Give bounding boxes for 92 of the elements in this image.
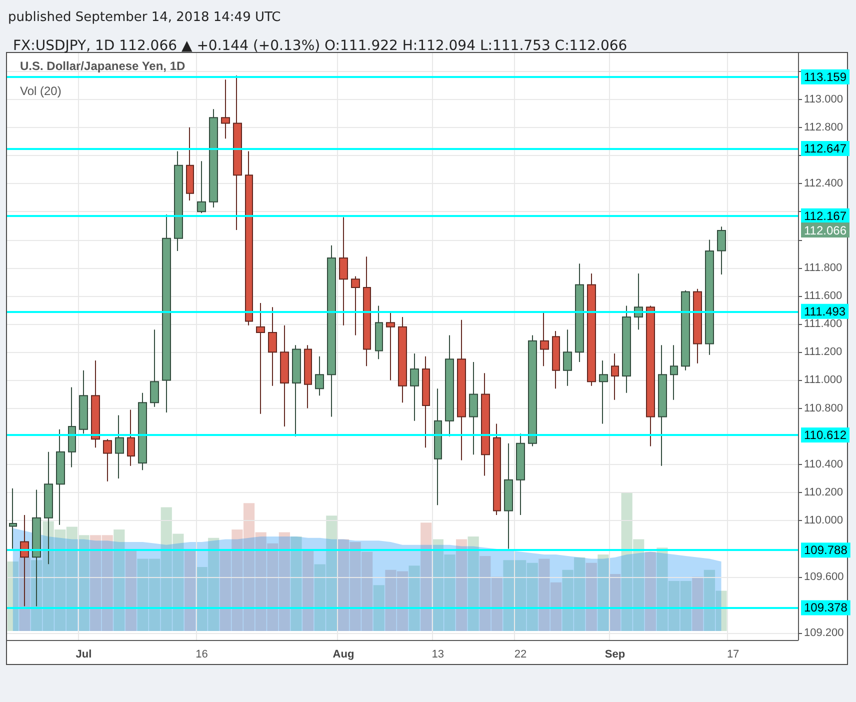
y-tick-label: 113.000 [804, 93, 843, 106]
y-tick-label: 112.400 [804, 178, 843, 190]
candlestick [32, 489, 41, 607]
candlestick [575, 263, 584, 362]
candlestick [599, 360, 608, 424]
candlestick [422, 356, 430, 448]
candlestick [127, 409, 135, 466]
candlestick [56, 428, 65, 526]
candlestick [386, 312, 395, 381]
candlestick [115, 414, 124, 480]
y-tick-label: 110.200 [804, 486, 843, 499]
candlestick [434, 388, 442, 506]
y-tick-label: 112.800 [804, 121, 843, 134]
x-tick-label: Sep [604, 648, 626, 660]
candlestick [540, 312, 549, 367]
candlestick [552, 330, 560, 390]
y-tick-label: 111.200 [804, 346, 842, 358]
candlestick [410, 353, 419, 422]
candlestick [327, 244, 336, 418]
candlestick [375, 305, 383, 360]
ref-line-label: 109.378 [804, 600, 848, 615]
x-tick-label: 17 [726, 648, 740, 660]
y-tick-label: 111.400 [804, 318, 842, 330]
ref-line-label: 109.788 [804, 543, 848, 558]
x-tick-label: 13 [432, 648, 444, 660]
candlestick [150, 329, 159, 408]
ref-line-label: 112.647 [804, 141, 847, 156]
text: published September 14, 2018 14:49 UTC [8, 10, 281, 25]
candlestick [398, 316, 407, 404]
y-tick-label: 110.000 [804, 514, 843, 527]
candlestick [245, 150, 253, 326]
ref-line-label: 112.167 [804, 208, 847, 223]
candlestick [256, 302, 265, 414]
text: 112.066 [804, 224, 847, 238]
candlestick [103, 438, 112, 482]
candlestick [516, 433, 525, 516]
candlestick [469, 361, 478, 456]
chart-title: Vol (20) [20, 84, 62, 98]
candlestick [91, 360, 100, 448]
candlestick [681, 290, 690, 371]
candlestick [705, 239, 714, 356]
candlestick [174, 150, 183, 252]
candlestick [315, 356, 324, 396]
candlestick [68, 386, 76, 468]
y-tick-label: 111.600 [804, 290, 842, 302]
y-tick-label: 111.800 [804, 262, 842, 274]
candlestick [292, 344, 301, 437]
candlestick [304, 344, 312, 409]
candlestick [209, 108, 218, 208]
ref-line-label: 111.493 [804, 304, 846, 318]
candlestick [268, 306, 277, 386]
candlestick [658, 344, 667, 466]
candlestick [221, 79, 230, 140]
candlestick [611, 353, 619, 400]
y-tick-label: 109.200 [804, 626, 844, 639]
y-tick-label: 110.800 [804, 402, 843, 414]
candlestick [528, 334, 537, 447]
candlestick [587, 272, 596, 386]
candlestick [504, 442, 513, 550]
candlestick [670, 344, 678, 400]
candlestick [717, 226, 726, 275]
candlestick [493, 423, 501, 516]
x-tick-label: 16 [196, 648, 208, 660]
candlestick [445, 334, 454, 437]
candlestick [9, 488, 17, 550]
candlestick [20, 514, 29, 607]
y-tick-label: 109.600 [804, 570, 844, 583]
ref-line-label: 110.612 [804, 428, 847, 442]
candlestick [457, 319, 466, 461]
candlestick [481, 372, 490, 476]
y-tick-label: 110.400 [804, 458, 843, 470]
candlestick [351, 276, 360, 336]
x-tick-label: 22 [514, 648, 527, 660]
candlestick [233, 74, 242, 230]
candlestick [622, 305, 631, 394]
chart-title: FX:USDJPY, 1D 112.066 ▲ +0.144 (+0.13%) O:111.922 H:112.094 L:111.753 C:112.066 [13, 38, 628, 54]
text: U.S. Dollar/Japanese Yen, 1D [20, 59, 186, 73]
candlestick [693, 288, 702, 364]
candlestick [79, 370, 88, 434]
candlestick [280, 324, 289, 428]
candlestick [162, 214, 171, 413]
candlestick [138, 392, 147, 471]
candlestick [197, 160, 206, 214]
candlestick [646, 305, 655, 447]
x-tick-label: Jul [76, 648, 92, 660]
candlestick [186, 126, 194, 201]
candlestick [339, 216, 348, 326]
candlestick [563, 329, 572, 386]
candlestick [363, 256, 371, 367]
y-tick-label: 111.000 [804, 374, 842, 386]
x-tick-label: Aug [332, 648, 354, 660]
ref-line-label: 113.159 [804, 70, 847, 84]
